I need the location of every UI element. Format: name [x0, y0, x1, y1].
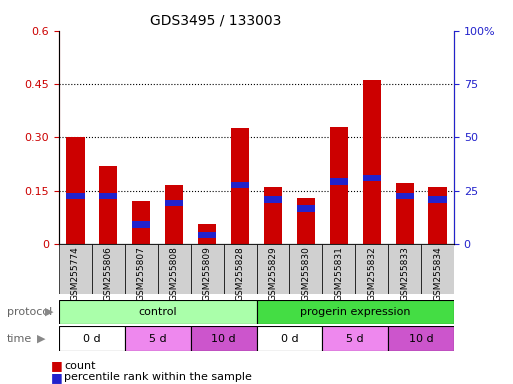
Bar	[224, 244, 256, 294]
Bar	[198, 224, 216, 244]
Text: GSM255774: GSM255774	[71, 247, 80, 301]
Bar	[396, 184, 413, 244]
Bar	[132, 221, 150, 227]
Text: control: control	[139, 307, 177, 317]
Text: count: count	[64, 361, 95, 371]
Bar	[289, 244, 322, 294]
Bar	[421, 244, 454, 294]
Bar	[165, 185, 183, 244]
Bar	[231, 182, 249, 189]
Text: GSM255832: GSM255832	[367, 247, 376, 301]
Text: percentile rank within the sample: percentile rank within the sample	[64, 372, 252, 382]
Bar	[388, 244, 421, 294]
Bar	[355, 244, 388, 294]
Bar	[428, 196, 447, 203]
Bar	[388, 326, 454, 351]
Text: GDS3495 / 133003: GDS3495 / 133003	[150, 13, 281, 27]
Text: GSM255809: GSM255809	[203, 247, 212, 301]
Bar	[363, 81, 381, 244]
Text: GSM255831: GSM255831	[334, 247, 343, 301]
Bar	[297, 198, 315, 244]
Text: ▶: ▶	[45, 307, 54, 317]
Bar	[322, 244, 355, 294]
Bar	[59, 326, 125, 351]
Text: 5 d: 5 d	[346, 334, 364, 344]
Bar	[158, 244, 191, 294]
Bar	[100, 193, 117, 199]
Bar	[165, 200, 183, 206]
Text: GSM255834: GSM255834	[433, 247, 442, 301]
Bar	[198, 232, 216, 238]
Text: 10 d: 10 d	[409, 334, 433, 344]
Bar	[322, 326, 388, 351]
Bar	[191, 326, 256, 351]
Text: GSM255830: GSM255830	[301, 247, 310, 301]
Bar	[92, 244, 125, 294]
Bar	[428, 187, 447, 244]
Text: 0 d: 0 d	[83, 334, 101, 344]
Bar	[66, 137, 85, 244]
Text: 10 d: 10 d	[211, 334, 236, 344]
Bar	[125, 244, 158, 294]
Text: ■: ■	[51, 359, 63, 372]
Bar	[256, 244, 289, 294]
Text: GSM255808: GSM255808	[170, 247, 179, 301]
Text: GSM255829: GSM255829	[268, 247, 278, 301]
Text: 0 d: 0 d	[281, 334, 298, 344]
Bar	[59, 244, 92, 294]
Text: protocol: protocol	[7, 307, 52, 317]
Bar	[59, 300, 256, 324]
Bar	[256, 326, 322, 351]
Bar	[264, 196, 282, 203]
Bar	[132, 201, 150, 244]
Text: 5 d: 5 d	[149, 334, 167, 344]
Bar	[330, 179, 348, 185]
Text: GSM255806: GSM255806	[104, 247, 113, 301]
Text: time: time	[7, 334, 32, 344]
Bar	[396, 193, 413, 199]
Bar	[256, 300, 454, 324]
Bar	[363, 175, 381, 181]
Bar	[330, 127, 348, 244]
Bar	[231, 128, 249, 244]
Bar	[297, 205, 315, 212]
Bar	[100, 166, 117, 244]
Text: GSM255828: GSM255828	[235, 247, 245, 301]
Text: ▶: ▶	[37, 334, 46, 344]
Bar	[66, 193, 85, 199]
Text: ■: ■	[51, 371, 63, 384]
Text: GSM255807: GSM255807	[137, 247, 146, 301]
Text: progerin expression: progerin expression	[300, 307, 410, 317]
Bar	[125, 326, 191, 351]
Bar	[264, 187, 282, 244]
Text: GSM255833: GSM255833	[400, 247, 409, 301]
Bar	[191, 244, 224, 294]
